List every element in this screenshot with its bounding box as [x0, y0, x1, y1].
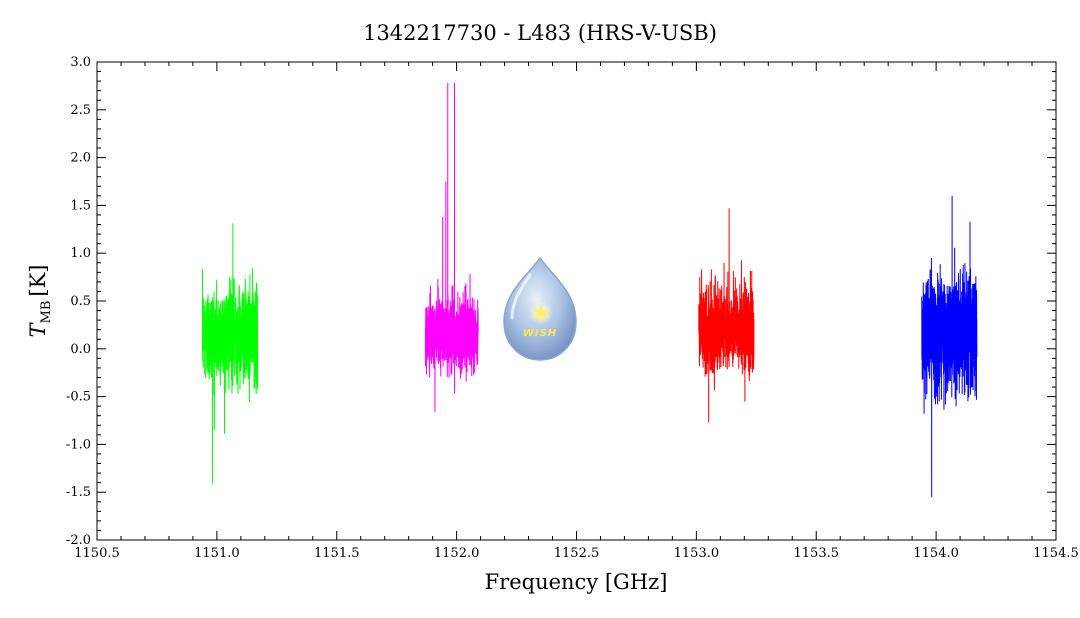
y-tick-label: 3.0	[70, 55, 91, 70]
x-tick-label: 1152.5	[554, 546, 600, 561]
y-axis-ticks: 3.0 2.5 2.0 1.5 1.0 0.5 0.0 -0.5 -1.0 -1.5 -2.0	[66, 55, 1056, 548]
series-layer	[201, 83, 978, 497]
x-axis-ticks: 1150.5 1151.0 1151.5 1152.0 1152.5 1153.0 1153…	[74, 62, 1079, 561]
y-tick-label: 0.0	[70, 342, 91, 357]
y-tick-label: 2.0	[70, 151, 91, 166]
y-tick-label: -1.5	[66, 485, 91, 500]
x-tick-label: 1153.0	[674, 546, 720, 561]
y-axis-label: TMB [K]	[26, 265, 54, 338]
y-tick-label: -2.0	[66, 533, 91, 548]
x-tick-label: 1154.0	[913, 546, 959, 561]
x-tick-label: 1151.5	[314, 546, 360, 561]
spectrum-series-line	[921, 195, 978, 497]
wish-logo: WISH	[503, 256, 577, 361]
x-axis-label: Frequency [GHz]	[485, 570, 668, 594]
y-axis-label-sub: MB	[39, 301, 54, 324]
x-tick-label: 1154.5	[1033, 546, 1079, 561]
y-tick-label: 0.5	[70, 294, 91, 309]
y-axis-label-main: T	[26, 321, 50, 337]
star-icon	[532, 303, 550, 323]
x-tick-label: 1150.5	[74, 546, 120, 561]
spectrum-series-line	[201, 223, 259, 484]
x-tick-label: 1153.5	[794, 546, 840, 561]
y-tick-label: -0.5	[66, 390, 91, 405]
spectrum-series-line	[698, 208, 755, 423]
chart-title: 1342217730 - L483 (HRS-V-USB)	[363, 21, 717, 45]
x-tick-label: 1152.0	[434, 546, 480, 561]
y-tick-label: 1.5	[70, 198, 91, 213]
x-tick-label: 1151.0	[194, 546, 240, 561]
svg-text:TMB[K]: TMB [K]	[26, 265, 54, 338]
y-tick-label: -1.0	[66, 437, 91, 452]
y-axis-label-unit: [K]	[26, 265, 50, 297]
spectrum-series-line	[424, 83, 479, 412]
y-tick-label: 1.0	[70, 246, 91, 261]
wish-logo-text: WISH	[523, 328, 557, 339]
y-tick-label: 2.5	[70, 103, 91, 118]
